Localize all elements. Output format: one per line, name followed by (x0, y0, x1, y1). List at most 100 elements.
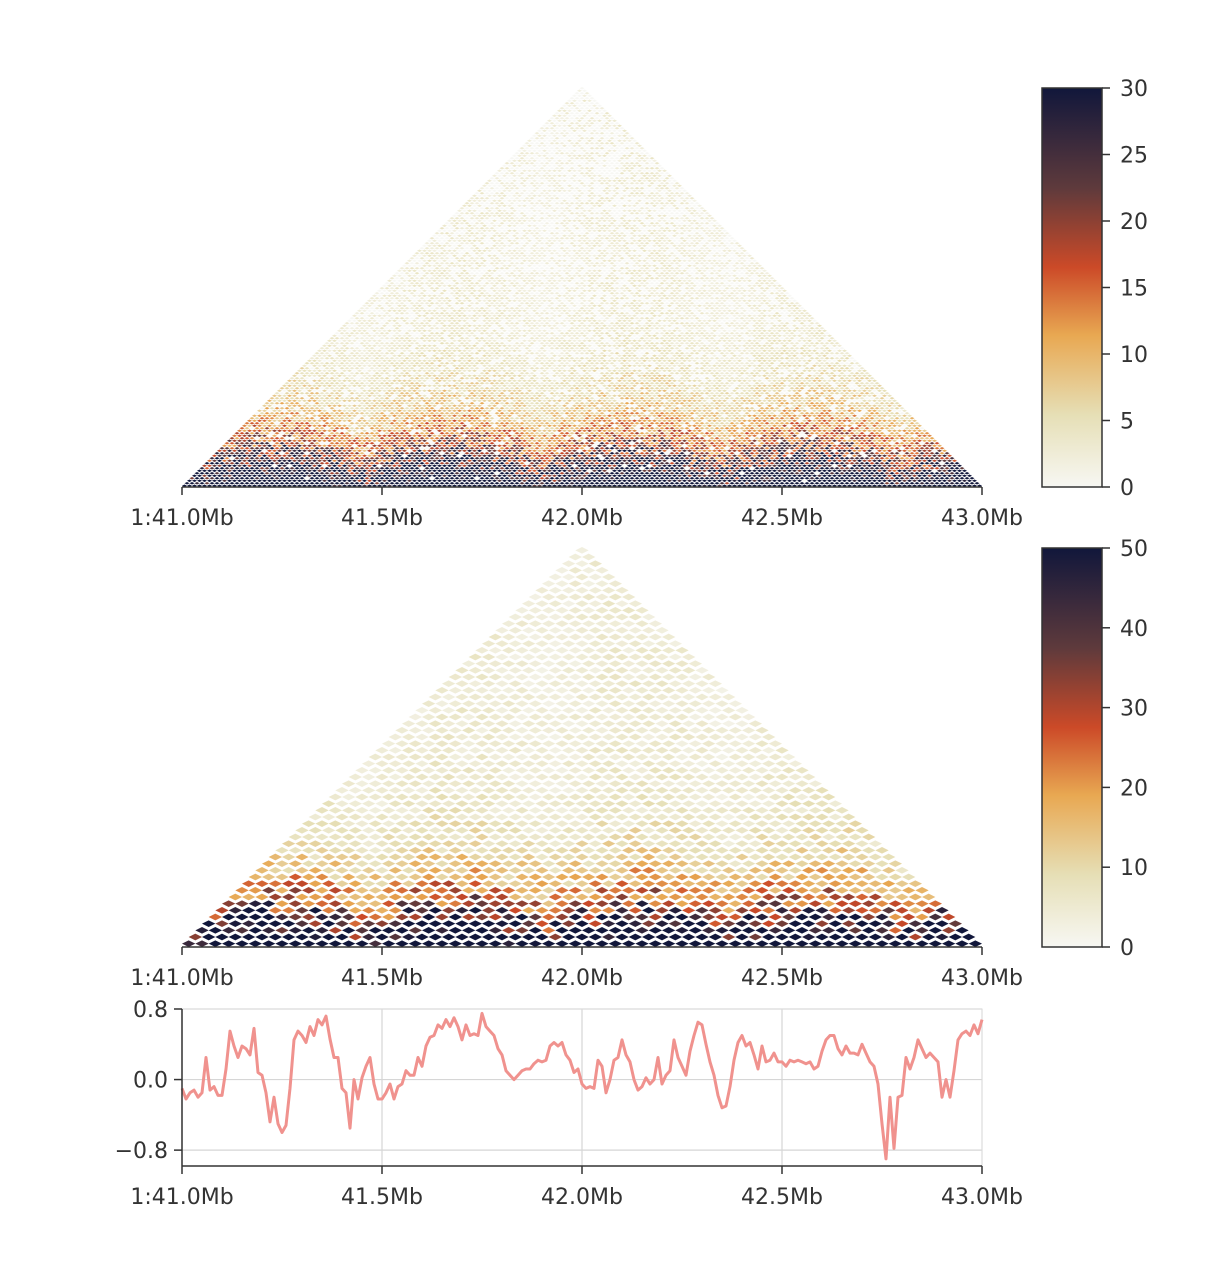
heatmap-cell (569, 232, 575, 235)
heatmap-cell (469, 327, 475, 330)
heatmap-cell (644, 152, 650, 155)
heatmap-cell (279, 417, 285, 420)
heatmap-cell (397, 374, 402, 377)
heatmap-cell (329, 397, 335, 400)
heatmap-cell (409, 257, 415, 260)
heatmap-cell (407, 264, 412, 267)
heatmap-cell (479, 322, 485, 325)
heatmap-cell (334, 367, 340, 370)
heatmap-cell (412, 304, 417, 307)
heatmap-cell (242, 479, 247, 482)
heatmap-cell (524, 252, 530, 255)
heatmap-cell (559, 277, 565, 280)
heatmap-cell (242, 459, 247, 462)
heatmap-cell (567, 219, 572, 222)
heatmap-cell (499, 252, 505, 255)
heatmap-cell (307, 389, 312, 392)
heatmap-cell (574, 242, 580, 245)
heatmap-cell (494, 172, 500, 175)
heatmap-cell (454, 337, 460, 340)
heatmap-cell (319, 437, 325, 440)
heatmap-cell (522, 264, 527, 267)
heatmap-cell (324, 347, 330, 350)
heatmap-cell (539, 272, 545, 275)
heatmap-cell (334, 342, 340, 345)
heatmap-cell (569, 147, 575, 150)
heatmap-cell (569, 102, 575, 105)
heatmap-cell (537, 164, 542, 167)
heatmap-cell (532, 154, 537, 157)
heatmap-cell (479, 347, 485, 350)
heatmap-cell (477, 204, 482, 207)
heatmap-cell (349, 327, 355, 330)
heatmap-cell (562, 264, 567, 267)
heatmap-cell (277, 469, 282, 472)
heatmap-cell (597, 109, 602, 112)
heatmap-cell (374, 407, 380, 410)
heatmap-cell (514, 217, 520, 220)
heatmap-cell (427, 259, 432, 262)
heatmap-cell (374, 342, 380, 345)
heatmap-cell (459, 267, 465, 270)
heatmap-cell (527, 279, 532, 282)
heatmap-cell (277, 444, 282, 447)
heatmap-cell (219, 452, 225, 455)
heatmap-cell (329, 387, 335, 390)
heatmap-cell (442, 299, 447, 302)
heatmap-cell (427, 309, 432, 312)
heatmap-cell (419, 277, 425, 280)
heatmap-cell (367, 419, 372, 422)
heatmap-cell (462, 244, 467, 247)
heatmap-cell (262, 409, 267, 412)
heatmap-cell (274, 457, 280, 460)
heatmap-cell (389, 277, 395, 280)
heatmap-cell (437, 389, 442, 392)
heatmap-cell (297, 469, 302, 472)
heatmap-cell (412, 414, 417, 417)
heatmap-cell (319, 427, 325, 430)
heatmap-cell (569, 257, 575, 260)
heatmap-cell (342, 399, 347, 402)
heatmap-cell (352, 424, 357, 427)
heatmap-cell (334, 372, 340, 375)
heatmap-cell (312, 369, 317, 372)
heatmap-cell (392, 324, 397, 327)
heatmap-cell (477, 244, 482, 247)
heatmap-cell (627, 134, 632, 137)
heatmap-cell (302, 459, 307, 462)
heatmap-cell (377, 289, 382, 292)
heatmap-cell (394, 402, 400, 405)
heatmap-cell (589, 147, 595, 150)
heatmap-cell (384, 387, 390, 390)
heatmap-cell (307, 419, 312, 422)
heatmap-cell (584, 182, 590, 185)
heatmap-cell (437, 269, 442, 272)
heatmap-cell (612, 129, 617, 132)
heatmap-cell (399, 352, 405, 355)
heatmap-cell (657, 174, 662, 177)
heatmap-cell (377, 344, 382, 347)
heatmap-cell (444, 252, 450, 255)
heatmap-cell (489, 282, 495, 285)
heatmap-cell (582, 114, 587, 117)
heatmap-cell (527, 194, 532, 197)
heatmap-cell (357, 454, 362, 457)
heatmap-cell (459, 332, 465, 335)
heatmap-cell (544, 162, 550, 165)
heatmap-cell (484, 277, 490, 280)
heatmap-cell (389, 387, 395, 390)
heatmap-cell (317, 374, 322, 377)
heatmap-cell (602, 184, 607, 187)
heatmap-cell (427, 364, 432, 367)
heatmap-cell (252, 444, 257, 447)
heatmap-cell (297, 439, 302, 442)
heatmap-cell (407, 259, 412, 262)
heatmap-cell (304, 482, 310, 485)
heatmap-cell (404, 417, 410, 420)
heatmap-cell (564, 207, 570, 210)
heatmap-cell (472, 309, 477, 312)
heatmap-cell (562, 129, 567, 132)
heatmap-cell (317, 394, 322, 397)
heatmap-cell (387, 399, 392, 402)
heatmap-cell (487, 284, 492, 287)
